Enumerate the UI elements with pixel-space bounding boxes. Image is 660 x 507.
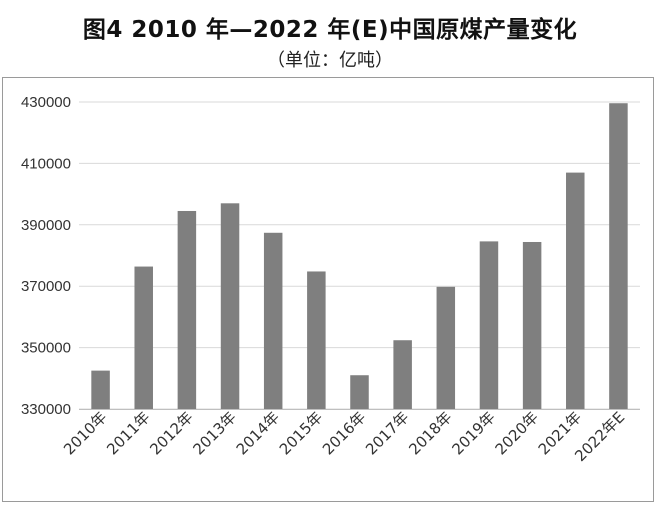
x-tick-label: 2017年: [362, 408, 412, 458]
bar-2012年: [177, 210, 197, 409]
y-tick-label: 430000: [21, 94, 71, 111]
bar-2016年: [350, 375, 369, 409]
bar-2022年E: [609, 103, 628, 409]
y-tick-label: 350000: [21, 340, 71, 357]
bar-2021年: [566, 172, 585, 409]
bar-2015年: [307, 271, 326, 409]
bar-2018年: [436, 286, 456, 409]
bar-2020年: [522, 241, 542, 409]
bar-2010年: [91, 370, 110, 409]
x-tick-label: 2016年: [319, 408, 369, 458]
x-tick-label: 2015年: [276, 408, 326, 458]
chart-title: 图4 2010 年—2022 年(E)中国原煤产量变化: [82, 17, 578, 43]
chart-frame: [2, 77, 654, 502]
y-tick-label: 330000: [21, 401, 71, 418]
bar-2013年: [220, 203, 240, 409]
x-tick-label: 2012年: [146, 408, 196, 458]
bar-2017年: [393, 340, 412, 409]
x-tick-label: 2013年: [190, 408, 240, 458]
y-tick-label: 390000: [21, 217, 71, 234]
x-tick-label: 2019年: [448, 408, 498, 458]
y-tick-label: 410000: [21, 155, 71, 172]
y-tick-label: 370000: [21, 278, 71, 295]
x-tick-label: 2011年: [103, 408, 153, 458]
bar-2011年: [134, 266, 153, 409]
x-tick-label: 2018年: [405, 408, 455, 458]
bar-2019年: [479, 241, 499, 409]
x-tick-label: 2020年: [492, 408, 542, 458]
x-tick-label: 2014年: [233, 408, 283, 458]
chart-subtitle: （单位：亿吨）: [267, 50, 393, 71]
bar-2014年: [263, 232, 283, 409]
